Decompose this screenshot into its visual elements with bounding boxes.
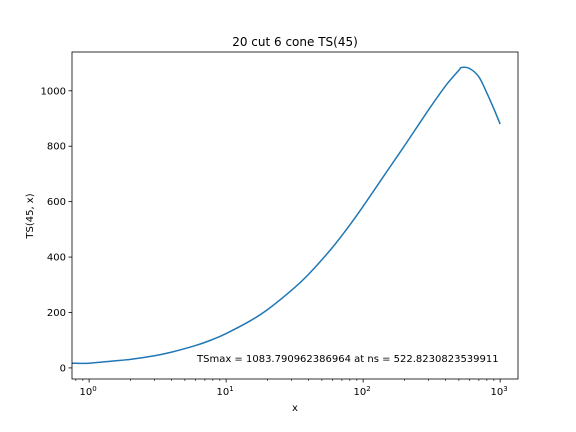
tsmax-annotation: TSmax = 1083.790962386964 at ns = 522.82…: [196, 354, 499, 365]
x-axis-label: x: [292, 403, 298, 414]
y-tick-label: 800: [47, 142, 66, 153]
x-tick-exponent: 3: [503, 385, 507, 393]
y-tick-label: 600: [47, 197, 66, 208]
chart-title: 20 cut 6 cone TS(45): [232, 35, 358, 49]
y-axis-label: TS(45, x): [25, 193, 36, 239]
x-axis-ticks: 100 101 102 103: [75, 379, 508, 398]
data-series-line: [71, 66, 501, 365]
y-tick-label: 200: [47, 308, 66, 319]
y-axis-ticks: 0 200 400 600 800 1000: [41, 86, 72, 374]
y-tick-label: 0: [60, 363, 66, 374]
x-tick-exponent: 2: [366, 385, 370, 393]
axes-frame: [71, 51, 519, 380]
y-tick-label: 400: [47, 253, 66, 264]
x-tick-exponent: 1: [229, 385, 233, 393]
x-tick-exponent: 0: [92, 385, 96, 393]
y-tick-label: 1000: [41, 86, 66, 97]
